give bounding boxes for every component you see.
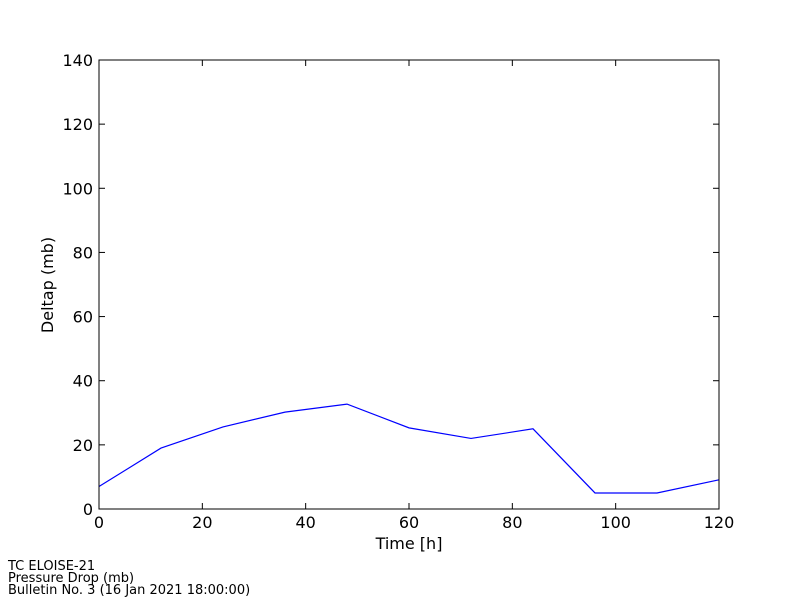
y-tick-label: 120	[62, 115, 93, 134]
y-tick-label: 20	[73, 436, 93, 455]
x-tick-label: 80	[502, 513, 522, 532]
x-tick-label: 20	[192, 513, 212, 532]
data-line	[98, 403, 720, 494]
y-tick-label: 40	[73, 372, 93, 391]
x-tick-label: 40	[295, 513, 315, 532]
x-tick-label: 120	[704, 513, 735, 532]
x-tick-label: 100	[600, 513, 631, 532]
footer-note: Bulletin No. 3 (16 Jan 2021 18:00:00)	[8, 583, 250, 598]
x-tick-label: 0	[94, 513, 104, 532]
y-axis-label: Deltap (mb)	[38, 237, 57, 333]
y-tick-label: 60	[73, 308, 93, 327]
y-tick-label: 80	[73, 243, 93, 262]
footer-note: TC ELOISE-21	[7, 559, 95, 574]
x-axis-label: Time [h]	[375, 534, 443, 553]
footer-note: Pressure Drop (mb)	[8, 571, 134, 586]
x-tick-label: 60	[399, 513, 419, 532]
y-tick-label: 0	[83, 500, 93, 519]
y-tick-label: 100	[62, 179, 93, 198]
y-tick-label: 140	[62, 51, 93, 70]
plot-frame	[98, 59, 720, 510]
